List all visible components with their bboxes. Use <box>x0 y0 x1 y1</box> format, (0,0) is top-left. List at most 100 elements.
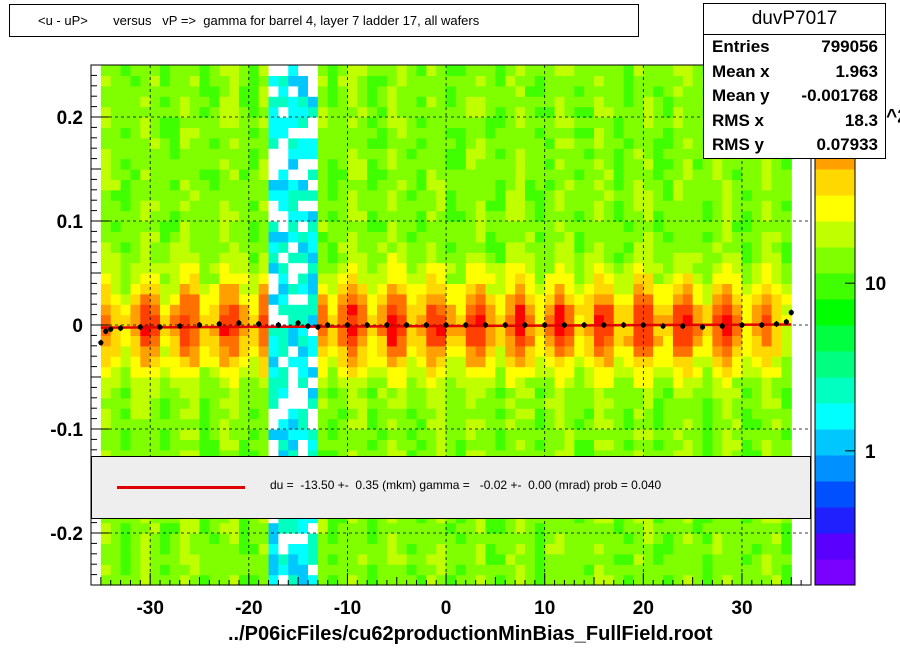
heatmap-cell <box>594 574 605 586</box>
heatmap-cell <box>643 553 654 565</box>
heatmap-cell <box>455 179 467 191</box>
heatmap-cell <box>722 252 733 264</box>
heatmap-cell <box>386 325 398 336</box>
heatmap-cell <box>741 366 753 378</box>
heatmap-cell <box>426 366 437 378</box>
heatmap-cell <box>485 117 496 128</box>
heatmap-cell <box>209 189 220 201</box>
heatmap-cell <box>771 387 783 399</box>
heatmap-cell <box>219 314 230 326</box>
heatmap-cell <box>199 65 210 76</box>
heatmap-cell <box>219 439 230 451</box>
heatmap-cell <box>771 262 783 274</box>
profile-point <box>295 320 301 326</box>
heatmap-cell <box>347 387 358 399</box>
heatmap-cell <box>534 325 546 336</box>
heatmap-cell <box>446 335 457 347</box>
heatmap-cell <box>219 397 230 409</box>
heatmap-cell <box>317 553 329 565</box>
heatmap-cell <box>594 449 605 461</box>
heatmap-cell <box>663 189 674 201</box>
heatmap-cell <box>613 117 625 128</box>
heatmap-cell <box>633 262 644 274</box>
heatmap-cell <box>505 564 516 576</box>
heatmap-cell <box>465 408 477 420</box>
heatmap-cell <box>702 262 713 274</box>
heatmap-cell <box>436 439 447 451</box>
heatmap-cell <box>702 366 713 378</box>
heatmap-cell <box>732 200 743 212</box>
heatmap-cell <box>307 304 319 316</box>
heatmap-cell <box>258 543 270 555</box>
heatmap-cell <box>554 387 566 399</box>
heatmap-cell <box>781 262 792 274</box>
heatmap-cell <box>396 574 408 586</box>
heatmap-cell <box>317 189 329 201</box>
heatmap-cell <box>416 387 427 399</box>
heatmap-cell <box>446 304 457 316</box>
heatmap-cell <box>524 553 536 565</box>
heatmap-cell <box>377 366 388 378</box>
heatmap-cell <box>732 397 743 409</box>
heatmap-cell <box>377 574 388 586</box>
heatmap-cell <box>702 408 713 420</box>
heatmap-cell <box>485 252 496 264</box>
heatmap-cell <box>396 522 408 534</box>
heatmap-cell <box>327 221 339 232</box>
heatmap-cell <box>288 533 299 544</box>
heatmap-cell <box>702 356 713 368</box>
heatmap-cell <box>455 449 467 461</box>
heatmap-cell <box>584 366 595 378</box>
heatmap-cell <box>307 325 319 336</box>
heatmap-cell <box>594 200 605 212</box>
heatmap-cell <box>682 356 694 368</box>
heatmap-cell <box>258 387 270 399</box>
heatmap-cell <box>179 397 191 409</box>
heatmap-cell <box>189 148 201 160</box>
heatmap-cell <box>179 179 191 191</box>
heatmap-cell <box>357 65 368 76</box>
heatmap-cell <box>672 231 684 243</box>
heatmap-cell <box>524 429 536 440</box>
heatmap-cell <box>386 210 398 222</box>
heatmap-cell <box>584 387 595 399</box>
heatmap-cell <box>238 158 250 170</box>
heatmap-cell <box>298 387 309 399</box>
profile-point <box>502 322 508 328</box>
heatmap-cell <box>248 273 260 284</box>
heatmap-cell <box>209 241 220 253</box>
heatmap-cell <box>603 325 615 336</box>
heatmap-cell <box>643 231 654 243</box>
heatmap-cell <box>189 241 201 253</box>
heatmap-cell <box>258 85 270 97</box>
heatmap-cell <box>199 574 210 586</box>
heatmap-cell <box>781 397 792 409</box>
heatmap-cell <box>357 283 368 295</box>
heatmap-cell <box>337 283 349 295</box>
heatmap-cell <box>712 293 723 305</box>
heatmap-cell <box>712 325 723 336</box>
heatmap-cell <box>179 252 191 264</box>
heatmap-cell <box>613 522 625 534</box>
heatmap-cell <box>574 314 585 326</box>
heatmap-cell <box>722 533 733 544</box>
heatmap-cell <box>515 293 526 305</box>
heatmap-cell <box>663 553 674 565</box>
heatmap-cell <box>377 533 388 544</box>
heatmap-cell <box>623 75 635 87</box>
heatmap-cell <box>741 522 753 534</box>
heatmap-cell <box>741 387 753 399</box>
heatmap-cell <box>347 356 358 368</box>
heatmap-cell <box>436 117 447 128</box>
heatmap-cell <box>751 429 763 440</box>
heatmap-cell <box>357 356 368 368</box>
heatmap-cell <box>327 127 339 139</box>
heatmap-cell <box>229 325 240 336</box>
heatmap-cell <box>189 408 201 420</box>
heatmap-cell <box>169 522 181 534</box>
heatmap-cell <box>367 325 378 336</box>
heatmap-cell <box>603 252 615 264</box>
heatmap-cell <box>219 75 230 87</box>
heatmap-cell <box>643 169 654 180</box>
heatmap-cell <box>505 200 516 212</box>
